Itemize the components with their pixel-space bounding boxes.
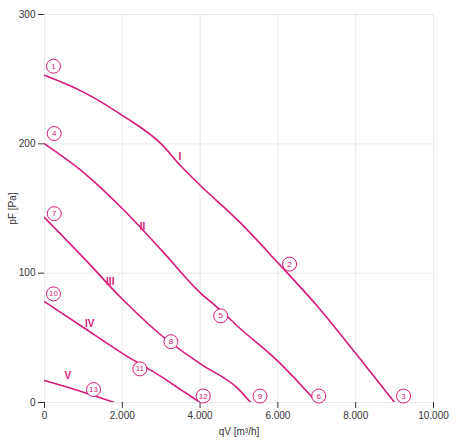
svg-text:7: 7: [52, 209, 57, 218]
svg-text:6.000: 6.000: [265, 410, 290, 421]
svg-text:4: 4: [52, 129, 57, 138]
svg-text:1: 1: [51, 62, 56, 71]
svg-text:5: 5: [218, 311, 223, 320]
svg-text:300: 300: [19, 9, 36, 20]
svg-text:13: 13: [89, 385, 98, 394]
svg-text:10: 10: [49, 289, 58, 298]
svg-text:10.000: 10.000: [418, 410, 449, 421]
svg-text:2: 2: [287, 260, 292, 269]
svg-text:11: 11: [136, 364, 145, 373]
svg-text:0: 0: [42, 410, 48, 421]
svg-text:8: 8: [169, 337, 174, 346]
svg-text:8.000: 8.000: [343, 410, 368, 421]
svg-text:9: 9: [258, 392, 263, 401]
svg-text:I: I: [178, 151, 181, 162]
svg-text:II: II: [140, 221, 146, 232]
svg-text:200: 200: [19, 138, 36, 149]
svg-text:V: V: [65, 370, 72, 381]
svg-text:qV [m³/h]: qV [m³/h]: [219, 426, 260, 437]
svg-text:2.000: 2.000: [110, 410, 135, 421]
svg-text:III: III: [106, 276, 115, 287]
svg-text:12: 12: [199, 392, 208, 401]
svg-text:3: 3: [401, 392, 406, 401]
svg-text:100: 100: [19, 267, 36, 278]
svg-text:6: 6: [317, 392, 322, 401]
svg-text:pF [Pa]: pF [Pa]: [7, 192, 18, 224]
svg-text:IV: IV: [85, 318, 95, 329]
svg-text:4.000: 4.000: [188, 410, 213, 421]
svg-text:0: 0: [30, 397, 36, 408]
